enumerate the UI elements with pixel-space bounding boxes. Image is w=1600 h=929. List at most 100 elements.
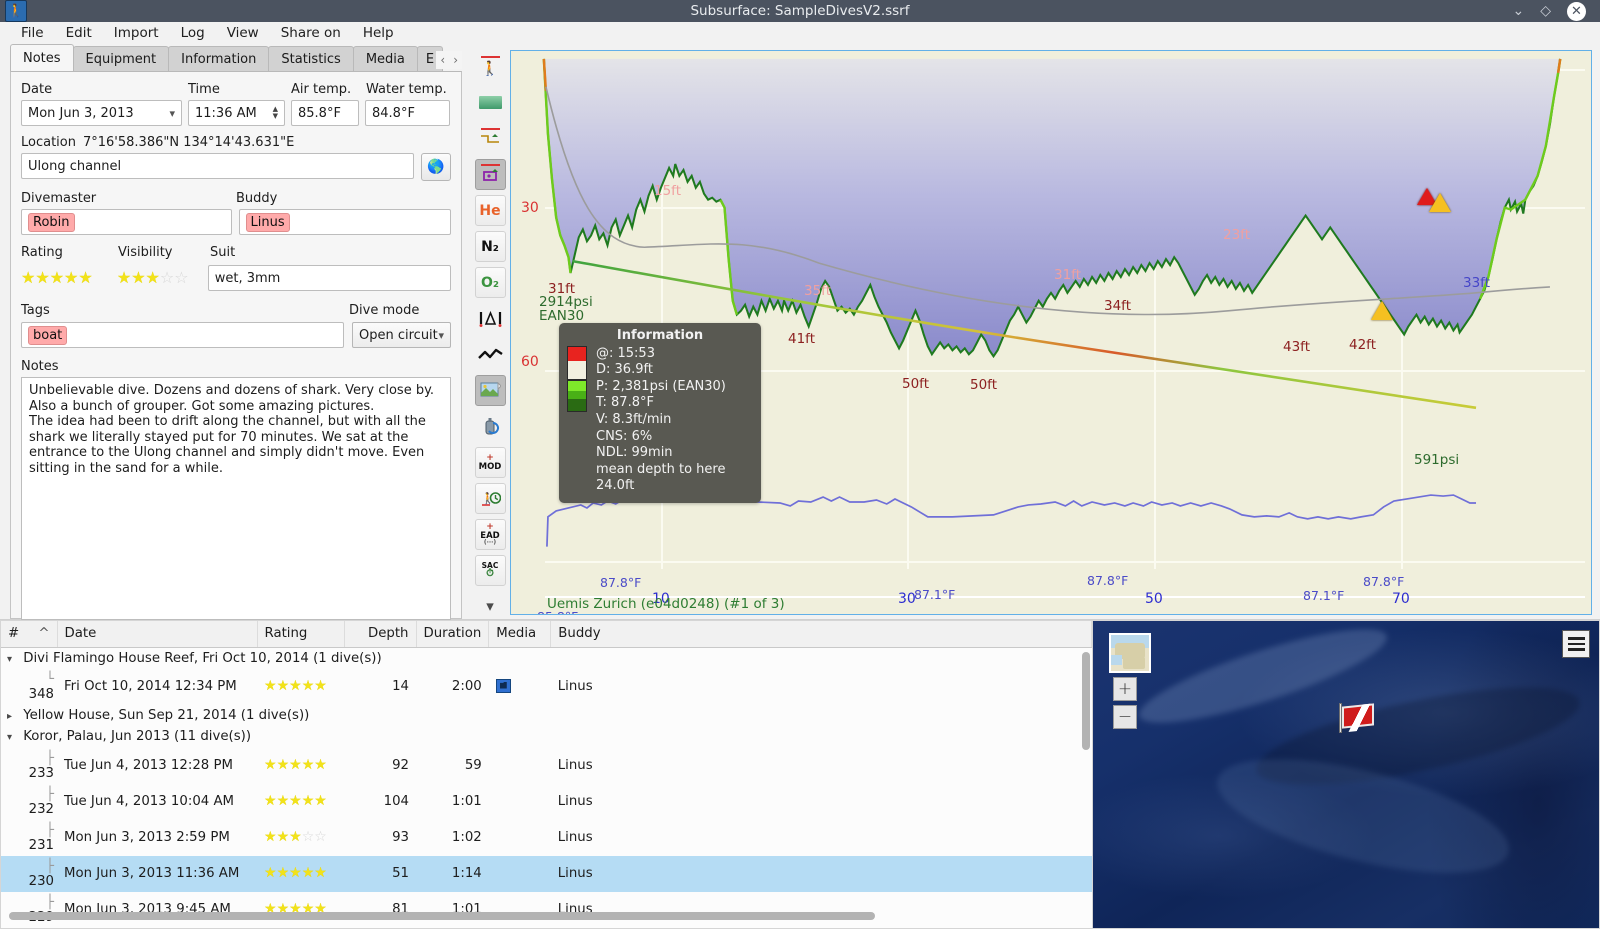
table-row[interactable]: ├229 Mon Jun 3, 2013 9:45 AM ★★★★★ 81 1:… (1, 892, 1092, 928)
dive-buddy: Linus (557, 679, 593, 694)
table-row[interactable]: └348 Fri Oct 10, 2014 12:34 PM ★★★★★ 14 … (1, 669, 1092, 705)
calculated-ceiling-trace (545, 86, 1550, 316)
close-button[interactable]: ✕ (1567, 1, 1586, 21)
table-row[interactable]: ├232 Tue Jun 4, 2013 10:04 AM ★★★★★ 104 … (1, 784, 1092, 820)
dive-duration: 2:00 (451, 679, 482, 694)
tooltip-row-time: @: 15:53 (596, 345, 655, 361)
sac-rate-icon[interactable]: SAC ⏱ (474, 555, 506, 586)
chevron-down-icon[interactable]: ▾ (486, 597, 494, 615)
globe-icon[interactable]: 🌎 (421, 153, 451, 181)
rating-stars[interactable]: ★★★★★ (21, 268, 93, 287)
n2-partial-pressure-icon[interactable]: N₂ (474, 231, 506, 262)
dive-mode-select[interactable]: Open circuit ▾ (352, 322, 451, 348)
column-header-depth[interactable]: Depth (344, 621, 417, 648)
column-header-rating[interactable]: Rating (257, 621, 345, 648)
menu-log[interactable]: Log (180, 25, 205, 41)
table-row[interactable]: ├233 Tue Jun 4, 2013 12:28 PM ★★★★★ 92 5… (1, 748, 1092, 784)
heart-rate-icon[interactable] (475, 339, 506, 370)
map-zoom-in-button[interactable]: + (1113, 677, 1137, 701)
tab-media[interactable]: Media (352, 46, 418, 71)
twisty-expanded-icon[interactable]: ▾ (7, 653, 13, 665)
column-header-number[interactable]: # ^ (1, 621, 58, 648)
menu-edit[interactable]: Edit (65, 25, 92, 41)
air-temp-field[interactable]: 85.8°F (291, 100, 359, 126)
table-header-row: # ^ Date Rating Depth Duration Media Bud… (1, 621, 1092, 648)
rating-label: Rating (21, 245, 63, 260)
tab-information[interactable]: Information (168, 46, 270, 71)
window-title: Subsurface: SampleDivesV2.ssrf (690, 3, 910, 19)
tab-equipment[interactable]: Equipment (72, 46, 170, 71)
profile-tooltip: Information @: 15:53 D: 36.9ft P: 2,381p… (559, 323, 761, 503)
heat-map-icon[interactable] (475, 87, 506, 118)
scale-graph-icon[interactable]: 🚶 (475, 51, 506, 82)
o2-partial-pressure-icon[interactable]: O₂ (474, 267, 506, 298)
map-zoom-out-button[interactable]: − (1113, 705, 1137, 729)
dive-duration: 1:14 (451, 866, 482, 881)
menu-help[interactable]: Help (362, 25, 394, 41)
tab-notes[interactable]: Notes (10, 44, 74, 71)
twisty-collapsed-icon[interactable]: ▸ (7, 710, 13, 722)
column-header-duration[interactable]: Duration (416, 621, 490, 648)
dive-media (489, 892, 551, 928)
table-row[interactable]: ├231 Mon Jun 3, 2013 2:59 PM ★★★☆☆ 93 1:… (1, 820, 1092, 856)
divemaster-field[interactable]: Robin (21, 209, 232, 235)
tree-line-icon: ├ (45, 822, 54, 838)
photos-icon[interactable] (474, 375, 506, 406)
spinner-icon[interactable]: ▲ ▼ (272, 105, 278, 120)
twisty-expanded-icon[interactable]: ▾ (7, 732, 13, 744)
tab-scroll-next-icon[interactable]: › (453, 53, 458, 67)
column-header-media[interactable]: Media (488, 621, 552, 648)
tags-field[interactable]: boat (21, 322, 344, 348)
depth-label-34ft: 34ft (1104, 298, 1131, 314)
dive-list[interactable]: # ^ Date Rating Depth Duration Media Bud… (0, 620, 1093, 929)
he-partial-pressure-icon[interactable]: He (474, 195, 506, 226)
map-panel[interactable]: + − (1093, 620, 1600, 929)
mod-icon[interactable]: + MOD (474, 447, 506, 478)
dive-media (489, 669, 551, 705)
trip-group-row[interactable]: ▾ Divi Flamingo House Reef, Fri Oct 10, … (1, 647, 1092, 669)
y-axis-tick-30: 30 (521, 200, 539, 216)
world-minimap-icon[interactable] (1109, 633, 1151, 673)
dive-list-vertical-scrollbar[interactable] (1082, 652, 1090, 750)
dive-profile-chart[interactable]: 30 60 10 30 50 70 (510, 50, 1592, 615)
dive-depth: 104 (383, 794, 409, 809)
ead-icon[interactable]: + EAD (···) (474, 519, 506, 550)
dive-list-horizontal-scrollbar[interactable] (9, 911, 875, 920)
trip-group-row[interactable]: ▸ Yellow House, Sun Sep 21, 2014 (1 dive… (1, 705, 1092, 727)
tab-scroll-prev-icon[interactable]: ‹ (440, 53, 446, 67)
table-row[interactable]: ├230 Mon Jun 3, 2013 11:36 AM ★★★★★ 51 1… (1, 855, 1092, 892)
calculated-ceiling-icon[interactable] (474, 159, 506, 190)
column-header-date[interactable]: Date (57, 621, 258, 648)
tab-statistics[interactable]: Statistics (268, 46, 354, 71)
minimize-button[interactable]: ⌄ (1512, 3, 1525, 19)
date-field[interactable]: Mon Jun 3, 2013 ▾ (21, 100, 182, 126)
column-header-buddy[interactable]: Buddy (550, 621, 1092, 648)
tooltip-row-temperature: T: 87.8°F (596, 395, 654, 411)
hamburger-menu-icon[interactable] (1562, 630, 1590, 658)
event-marker-warning-yellow-2[interactable] (1371, 301, 1393, 320)
time-label: Time (188, 82, 220, 97)
dc-reported-ceiling-icon[interactable] (475, 123, 506, 154)
menu-file[interactable]: File (21, 25, 44, 41)
menu-view[interactable]: View (226, 25, 259, 41)
buddy-field[interactable]: Linus (238, 209, 451, 235)
maximize-button[interactable]: ◇ (1540, 3, 1551, 19)
event-marker-warning-yellow-1[interactable] (1429, 193, 1451, 212)
trip-group-row[interactable]: ▾ Koror, Palau, Jun 2013 (11 dive(s)) (1, 726, 1092, 748)
location-field[interactable]: Ulong channel (21, 153, 415, 179)
notes-textarea[interactable]: Unbelievable dive. Dozens and dozens of … (21, 377, 451, 620)
dive-media (489, 784, 551, 820)
dive-number: 232 (28, 801, 54, 817)
date-value: Mon Jun 3, 2013 (28, 105, 134, 121)
tissue-graph-icon[interactable] (475, 303, 506, 334)
menu-import[interactable]: Import (113, 25, 159, 41)
time-field[interactable]: 11:36 AM ▲ ▼ (188, 100, 285, 126)
menu-share-on[interactable]: Share on (280, 25, 341, 41)
suit-field[interactable]: wet, 3mm (207, 265, 451, 291)
upper-section: Notes Equipment Information Statistics M… (0, 44, 1600, 620)
tank-bar-icon[interactable] (475, 411, 506, 442)
ndl-tts-icon[interactable]: 🚶 (474, 483, 506, 514)
visibility-stars[interactable]: ★★★☆☆ (116, 268, 189, 287)
water-temp-field[interactable]: 84.8°F (365, 100, 450, 126)
dive-profile-area: 30 60 10 30 50 70 (510, 44, 1600, 619)
